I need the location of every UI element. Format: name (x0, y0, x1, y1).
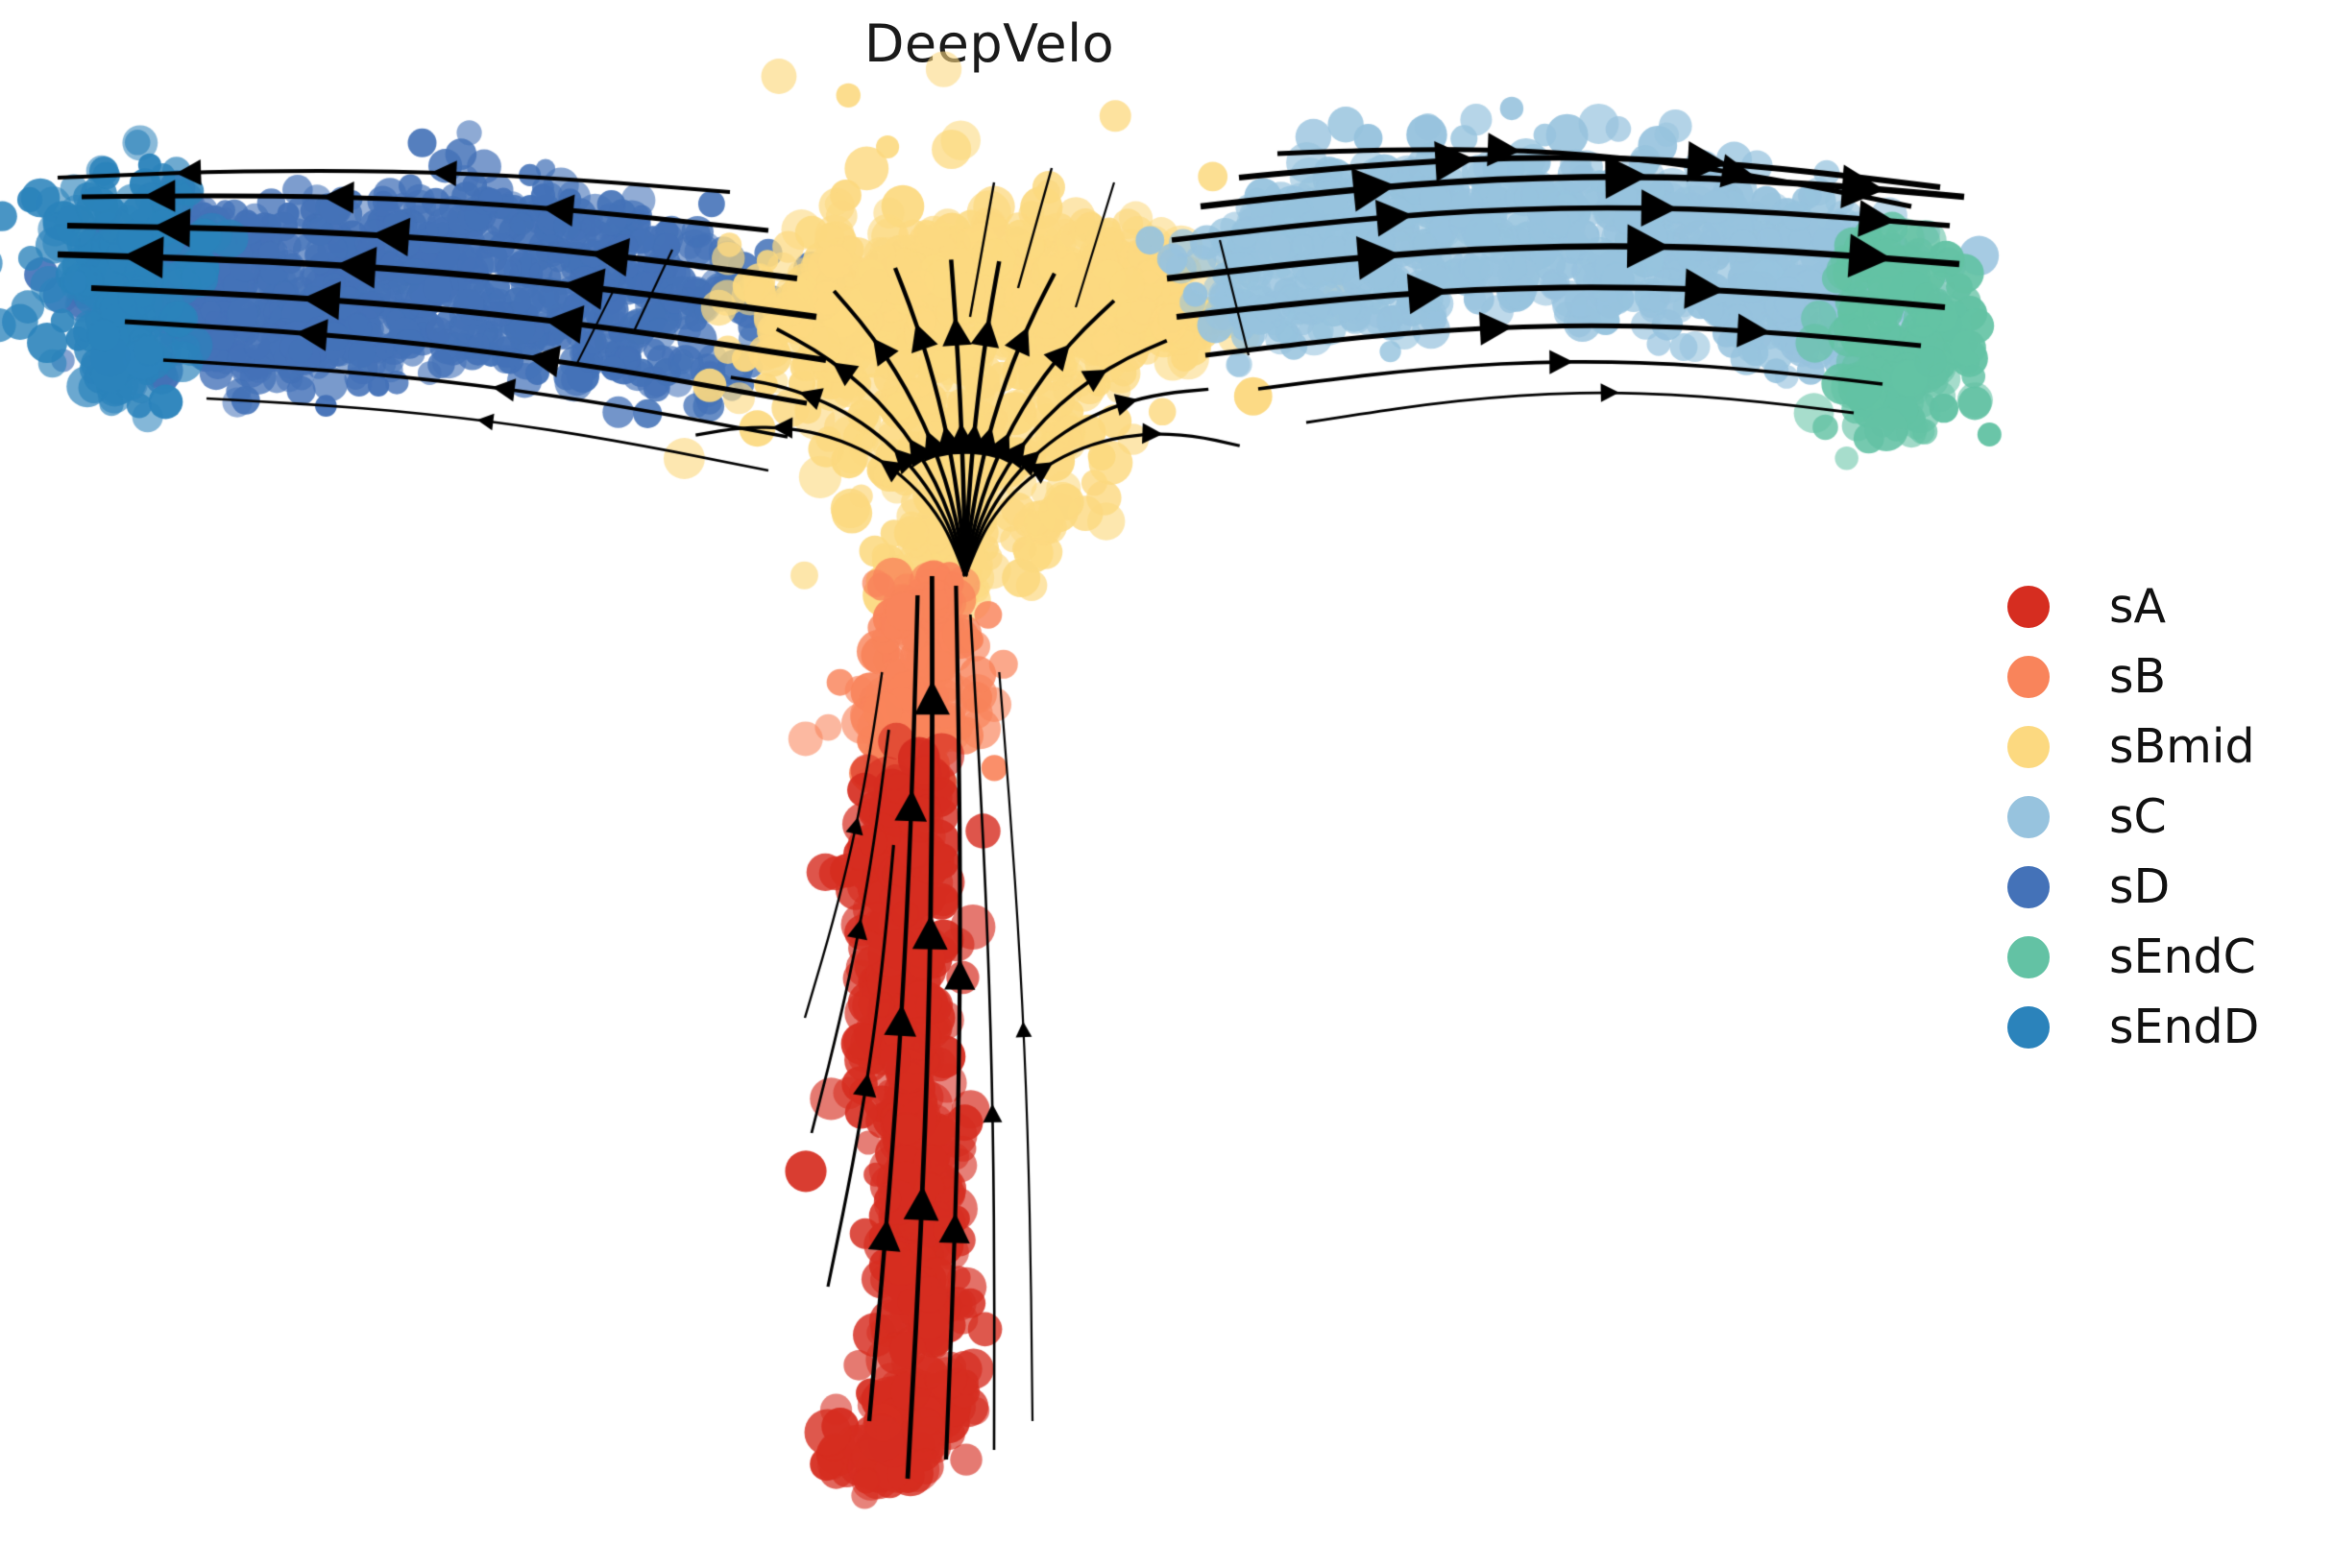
legend-item[interactable]: sA (2007, 571, 2259, 641)
legend-item-label: sB (2109, 649, 2167, 704)
legend: sA sB sBmid sC sD sEndC sEndD (2007, 571, 2259, 1062)
legend-item[interactable]: sEndD (2007, 992, 2259, 1062)
legend-marker-icon (2007, 725, 2050, 768)
legend-marker-icon (2007, 655, 2050, 698)
legend-marker-icon (2007, 585, 2050, 628)
legend-marker-icon (2007, 1005, 2050, 1049)
legend-item-label: sBmid (2109, 719, 2255, 774)
legend-item[interactable]: sB (2007, 641, 2259, 712)
legend-item-label: sA (2109, 579, 2167, 634)
legend-item-label: sEndD (2109, 1000, 2260, 1054)
legend-item[interactable]: sD (2007, 852, 2259, 922)
legend-marker-icon (2007, 865, 2050, 908)
legend-item-label: sC (2109, 789, 2167, 844)
legend-marker-icon (2007, 935, 2050, 978)
legend-marker-icon (2007, 795, 2050, 838)
legend-item[interactable]: sC (2007, 782, 2259, 852)
legend-item-label: sD (2109, 859, 2171, 914)
legend-item[interactable]: sBmid (2007, 712, 2259, 782)
legend-item-label: sEndC (2109, 929, 2256, 984)
legend-item[interactable]: sEndC (2007, 922, 2259, 992)
